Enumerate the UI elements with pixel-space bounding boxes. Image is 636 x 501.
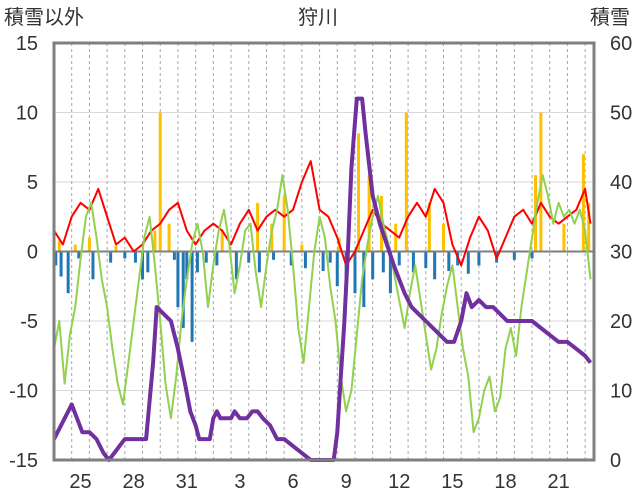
right-tick-label: 40 <box>610 172 632 194</box>
right-axis-label: 積雪 <box>590 6 630 29</box>
x-tick-label: 3 <box>234 471 245 493</box>
orange-bar <box>256 202 260 252</box>
right-tick-label: 30 <box>610 242 632 264</box>
left-tick-label: 15 <box>16 33 38 55</box>
blue-bar <box>176 251 180 308</box>
blue-bar <box>477 251 481 266</box>
blue-bar <box>289 251 293 266</box>
blue-bar <box>234 251 238 280</box>
blue-bar <box>59 251 63 277</box>
orange-bar <box>57 240 61 252</box>
plot-frame <box>52 41 596 462</box>
blue-bar <box>388 251 392 294</box>
x-tick-label: 9 <box>341 471 352 493</box>
blue-bar <box>272 251 276 260</box>
x-tick-label: 12 <box>388 471 410 493</box>
x-tick-label: 21 <box>547 471 569 493</box>
chart-title: 狩川 <box>298 6 338 29</box>
orange-bar <box>220 230 224 252</box>
left-tick-label: 10 <box>16 103 38 125</box>
left-tick-label: 5 <box>27 172 38 194</box>
blue-bar <box>466 251 470 274</box>
blue-bar <box>433 251 437 280</box>
orange-bar <box>73 244 77 252</box>
green-series-line <box>53 174 592 434</box>
orange-bar <box>153 230 157 252</box>
blue-bar <box>447 251 451 271</box>
blue-bar <box>257 251 261 273</box>
x-tick-label: 25 <box>69 471 91 493</box>
bar-layer <box>54 112 591 342</box>
blue-bar <box>123 251 127 259</box>
orange-bar <box>367 175 371 252</box>
orange-bar <box>442 223 446 252</box>
orange-bar <box>300 244 304 252</box>
blue-bar <box>109 251 113 263</box>
blue-bar <box>328 251 332 263</box>
blue-bar <box>77 251 81 259</box>
x-tick-label: 18 <box>494 471 516 493</box>
orange-bar <box>562 223 566 252</box>
blue-bar <box>181 251 185 328</box>
orange-bar <box>404 112 408 252</box>
blue-bar <box>321 251 325 271</box>
right-tick-labels: 60 50 40 30 20 10 0 <box>610 33 632 472</box>
blue-bar <box>411 251 415 273</box>
blue-bar <box>530 251 534 259</box>
right-tick-label: 20 <box>610 311 632 333</box>
blue-bar <box>133 251 137 263</box>
blue-bar <box>353 251 357 294</box>
blue-bar <box>335 251 339 287</box>
left-axis-label: 積雪以外 <box>4 6 84 29</box>
blue-bar <box>141 251 145 280</box>
x-tick-label: 15 <box>441 471 463 493</box>
blue-bar <box>512 251 516 260</box>
orange-bar <box>282 195 286 252</box>
x-tick-label: 6 <box>287 471 298 493</box>
blue-bar <box>146 251 150 273</box>
right-tick-label: 10 <box>610 381 632 403</box>
blue-bar <box>303 251 307 269</box>
blue-bar <box>215 251 219 266</box>
blue-bar <box>371 251 375 280</box>
orange-bar <box>158 112 162 252</box>
blue-bar <box>381 251 385 273</box>
blue-bar <box>362 251 366 308</box>
blue-bar <box>91 251 95 280</box>
orange-bar <box>114 245 118 252</box>
blue-bar <box>54 251 58 266</box>
right-tick-label: 50 <box>610 103 632 125</box>
right-tick-label: 0 <box>610 450 621 472</box>
orange-bar <box>167 223 171 252</box>
blue-bar <box>204 251 208 263</box>
orange-bar <box>87 237 91 252</box>
blue-bar <box>247 251 251 263</box>
orange-bar <box>427 202 431 252</box>
blue-bar <box>195 251 199 273</box>
blue-bar <box>185 251 189 280</box>
blue-bar <box>424 251 428 269</box>
blue-bar <box>66 251 70 294</box>
right-tick-label: 60 <box>610 33 632 55</box>
x-tick-label: 28 <box>123 471 145 493</box>
blue-bar <box>172 251 176 260</box>
orange-bar <box>394 223 398 252</box>
blue-bar <box>190 251 194 342</box>
orange-bar <box>587 202 591 252</box>
orange-bar <box>581 154 585 252</box>
left-tick-label: -10 <box>9 381 38 403</box>
x-tick-label: 31 <box>176 471 198 493</box>
blue-bar <box>397 251 401 266</box>
left-tick-label: 0 <box>27 242 38 264</box>
left-tick-label: -5 <box>20 311 38 333</box>
left-tick-label: -15 <box>9 450 38 472</box>
left-tick-labels: 15 10 5 0 -5 -10 -15 <box>9 33 38 472</box>
x-tick-labels: 25 28 31 3 6 9 12 15 18 21 <box>69 471 569 493</box>
orange-bar <box>357 133 361 252</box>
orange-bar <box>270 223 274 252</box>
